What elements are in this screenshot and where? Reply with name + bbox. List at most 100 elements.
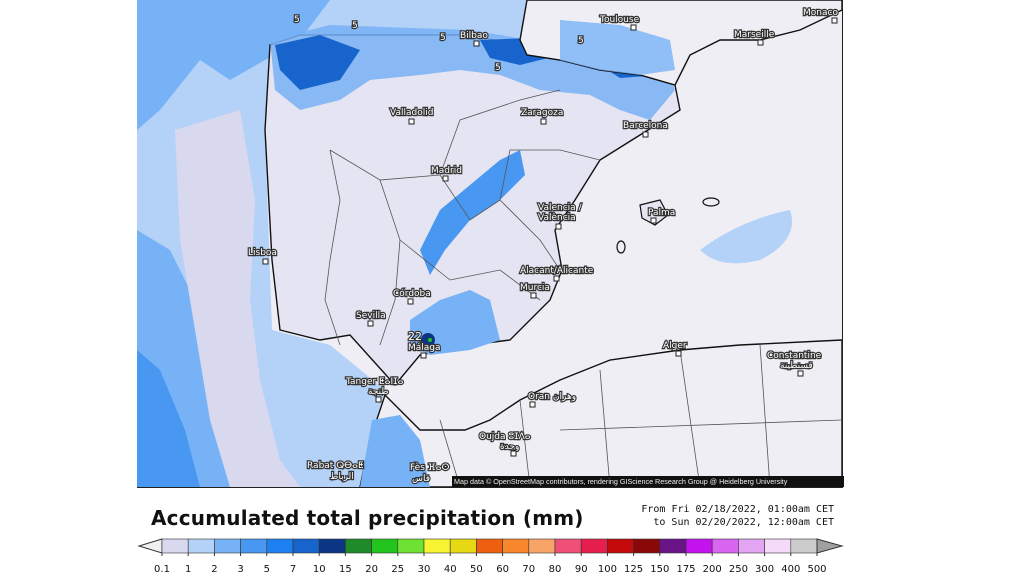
contour-label: 5 (440, 33, 446, 43)
atlantic-precip-sw2 (137, 350, 200, 487)
city-label-alicante: Alacant/Alicante (520, 266, 594, 276)
city-label-monaco: Monaco (803, 8, 838, 18)
france-precip (560, 20, 675, 75)
legend-swatch (528, 538, 556, 554)
balearic-precip (700, 210, 792, 264)
city-label-valladolid: Valladolid (390, 108, 433, 118)
city-label-madrid: Madrid (431, 166, 462, 176)
legend-swatch (318, 538, 346, 554)
city-labels: Toulouse Monaco Marseille Bilbao Vallado… (247, 7, 840, 485)
legend-tick-label: 150 (650, 564, 669, 575)
city-label-tanger: Tanger ⵟⴰⵏⵊⴰ (345, 377, 404, 387)
city-label-malaga: Málaga (408, 343, 441, 353)
city-label-murcia: Murcia (520, 283, 550, 293)
legend-swatch (554, 538, 582, 554)
legend-tick-label: 50 (470, 564, 483, 575)
city-label-sevilla: Sevilla (356, 311, 386, 321)
city-label-rabat-ar: الرباط (330, 472, 354, 482)
legend-tick-label: 5 (264, 564, 270, 575)
admin-borders (324, 89, 842, 487)
legend-tick-label: 300 (755, 564, 774, 575)
city-label-zaragoza: Zaragoza (521, 108, 563, 118)
contour-label: 5 (294, 15, 300, 25)
malaga-green (428, 338, 432, 342)
legend-tick-label: 90 (575, 564, 588, 575)
legend-swatch (292, 538, 320, 554)
legend-swatch (502, 538, 530, 554)
legend-swatch (476, 538, 503, 554)
legend-tick-label: 40 (444, 564, 457, 575)
city-markers (262, 17, 838, 457)
city-label-valencia-alt: València (538, 212, 576, 223)
contour-label: 5 (578, 36, 584, 46)
legend-tick-label: 500 (807, 564, 826, 575)
legend-swatch (397, 538, 425, 554)
legend-tick-label: 400 (781, 564, 800, 575)
legend-tick-label: 25 (391, 564, 404, 575)
legend-tick-label: 100 (598, 564, 617, 575)
legend-swatch (161, 538, 189, 554)
city-label-constantine: Constantine (767, 351, 822, 361)
atlantic-precip-heavy (137, 0, 330, 130)
legend-tick-label: 20 (365, 564, 378, 575)
legend-tick-label: 175 (676, 564, 695, 575)
legend-tick-label: 250 (729, 564, 748, 575)
city-label-barcelona: Barcelona (623, 121, 668, 131)
legend-tick-label: 80 (549, 564, 562, 575)
legend-swatch (764, 538, 792, 554)
city-label-cordoba: Córdoba (393, 288, 431, 299)
legend-tick-label: 2 (211, 564, 217, 575)
legend-swatch (685, 538, 713, 554)
period-to: to Sun 02/20/2022, 12:00am CET (653, 517, 834, 528)
legend-tick-label: 125 (624, 564, 643, 575)
legend-swatch (607, 538, 634, 554)
legend-swatch (790, 538, 818, 554)
legend-over-arrow (816, 538, 844, 554)
legend-tick-label: 200 (703, 564, 722, 575)
city-label-toulouse: Toulouse (599, 15, 640, 25)
legend-tick-label: 10 (313, 564, 326, 575)
legend-swatch (371, 538, 399, 554)
city-label-alger: Alger (663, 341, 687, 351)
city-label-oujda: Oujda ⵓⵊⴷⴰ (479, 432, 531, 442)
mallorca (639, 199, 669, 226)
central-band-precip (420, 150, 525, 275)
legend-tick-label: 7 (290, 564, 296, 575)
legend-swatch (659, 538, 687, 554)
legend-swatch (187, 538, 215, 554)
city-label-marseille: Marseille (734, 30, 775, 40)
city-label-valencia: Valencia / (538, 203, 583, 213)
city-label-fes: Fès ⴼⴰⵙ (410, 462, 449, 473)
city-label-rabat: Rabat ⵕⴱⴰⵟ (307, 461, 364, 471)
contour-label: 5 (495, 63, 501, 73)
ocean-light (175, 110, 300, 487)
legend-swatch (214, 538, 241, 554)
legend-tick-label: 60 (496, 564, 509, 575)
period-from: From Fri 02/18/2022, 01:00am CET (641, 504, 834, 515)
legend-swatch (423, 538, 451, 554)
contour-label: 22 (408, 330, 422, 343)
menorca (702, 197, 720, 207)
ibiza (616, 240, 626, 254)
city-label-constantine-ar: قسنطينة (780, 361, 813, 371)
city-label-palma: Palma (648, 208, 675, 218)
contour-label: 5 (352, 21, 358, 31)
legend-tick-label: 1 (185, 564, 191, 575)
legend-title: Accumulated total precipitation (mm) (151, 506, 584, 530)
legend-swatch (633, 538, 661, 554)
city-label-tanger-ar: طنجة (368, 387, 389, 397)
forecast-period: From Fri 02/18/2022, 01:00am CET to Sun … (641, 503, 834, 529)
legend-tick-label: 15 (339, 564, 352, 575)
legend-under-arrow (137, 538, 163, 554)
precipitation-map[interactable]: 5 5 5 5 5 22 Toulouse Monaco Marseille B… (137, 0, 843, 488)
legend-swatch (580, 538, 608, 554)
city-label-oran: Oran وهران (528, 392, 576, 402)
map-attribution: Map data © OpenStreetMap contributors, r… (452, 476, 844, 487)
morocco-precip (360, 415, 430, 487)
legend-tick-label: 3 (237, 564, 243, 575)
color-scale-legend: 0.1 1 2 3 5 7 10 15 20 25 30 40 50 60 70 80 90 100 125 150 1… (137, 538, 844, 575)
legend-swatch (738, 538, 765, 554)
legend-swatch (266, 538, 294, 554)
north-africa-land (359, 339, 842, 487)
city-label-fes-ar: فاس (412, 474, 430, 484)
